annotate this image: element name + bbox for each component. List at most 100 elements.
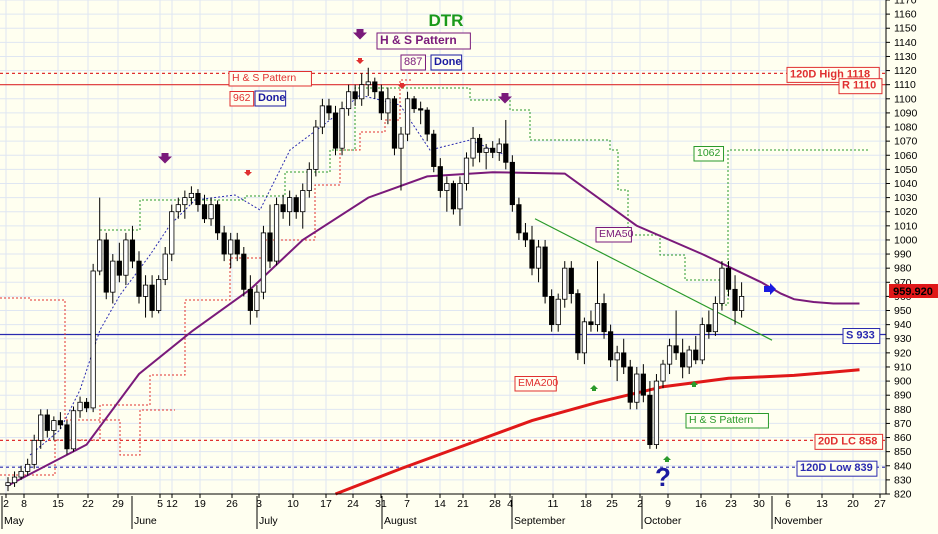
candle xyxy=(142,275,149,318)
candle xyxy=(280,194,286,219)
svg-text:962: 962 xyxy=(233,92,251,104)
candle xyxy=(673,310,679,360)
svg-text:H & S Pattern: H & S Pattern xyxy=(689,414,753,426)
candle xyxy=(614,345,620,382)
candle xyxy=(90,263,96,413)
candle xyxy=(221,225,227,262)
candle xyxy=(391,95,398,156)
candle xyxy=(693,335,699,365)
candle xyxy=(640,364,646,403)
month-label: October xyxy=(644,515,682,527)
candle xyxy=(97,197,103,276)
annotation-label: Done xyxy=(254,90,287,107)
x-tick-label: 2 xyxy=(3,498,9,510)
y-tick-label: 930 xyxy=(894,333,912,345)
candle xyxy=(162,247,168,286)
candle xyxy=(575,289,581,360)
y-tick-label: 1100 xyxy=(894,93,917,105)
y-tick-label: 1030 xyxy=(894,192,918,204)
candle xyxy=(490,141,496,159)
x-tick-label: 4 xyxy=(507,498,513,510)
candle xyxy=(326,98,332,120)
candle xyxy=(44,409,50,438)
candle xyxy=(594,261,601,332)
candle xyxy=(51,416,57,441)
candle xyxy=(634,366,640,410)
candle xyxy=(509,155,515,212)
svg-text:120D Low 839: 120D Low 839 xyxy=(800,462,873,474)
chart-title: DTR xyxy=(429,11,464,30)
candle xyxy=(404,91,411,142)
annotation-label: Done xyxy=(430,54,463,71)
candle xyxy=(339,101,345,156)
x-tick-label: 31 xyxy=(375,498,387,510)
x-tick-label: 27 xyxy=(874,498,886,510)
svg-text:Done: Done xyxy=(434,56,462,68)
candle xyxy=(431,129,437,173)
candle xyxy=(260,225,267,300)
candle xyxy=(647,381,653,449)
candle xyxy=(345,84,352,116)
arrow-down-icon xyxy=(158,153,172,164)
svg-text:959.920: 959.920 xyxy=(893,286,933,298)
candle xyxy=(627,359,633,410)
svg-text:R 1110: R 1110 xyxy=(842,80,876,92)
candle xyxy=(588,310,594,332)
month-label: September xyxy=(514,515,566,527)
candle xyxy=(739,282,745,318)
grid xyxy=(0,0,886,495)
candle xyxy=(201,194,208,224)
candle xyxy=(418,101,424,125)
annotation-label: H & S Pattern xyxy=(228,71,312,87)
question-mark: ? xyxy=(655,462,671,492)
candle xyxy=(542,239,548,304)
candle xyxy=(300,183,306,229)
candle xyxy=(398,127,404,191)
candle xyxy=(254,285,260,318)
candle xyxy=(332,105,339,156)
candles xyxy=(5,67,745,492)
candle xyxy=(228,232,234,269)
y-tick-label: 950 xyxy=(894,305,912,317)
candle xyxy=(555,293,561,332)
annotation-label: 887 xyxy=(400,54,426,71)
y-tick-label: 870 xyxy=(894,418,912,430)
candle xyxy=(156,275,162,314)
candle xyxy=(503,119,509,170)
candle xyxy=(470,127,476,167)
x-tick-label: 5 xyxy=(157,498,163,510)
candle xyxy=(581,317,588,365)
arrow-up-icon xyxy=(663,456,671,462)
candle xyxy=(77,396,83,418)
candle xyxy=(234,232,240,262)
y-tick-label: 1080 xyxy=(894,122,918,134)
candle xyxy=(463,152,470,191)
y-tick-label: 1050 xyxy=(894,164,918,176)
candle xyxy=(38,409,44,449)
annotation-label: EMA200 xyxy=(514,376,558,392)
y-tick-label: 900 xyxy=(894,376,912,388)
candle xyxy=(25,458,31,476)
candle xyxy=(273,197,280,266)
y-tick-label: 1130 xyxy=(894,51,917,63)
y-tick-label: 1110 xyxy=(894,79,916,91)
arrow-down-icon xyxy=(498,93,512,104)
level-label: R 1110 xyxy=(838,78,883,95)
candle xyxy=(319,98,326,135)
candle xyxy=(706,310,712,339)
candle xyxy=(372,77,378,99)
candle xyxy=(680,338,686,379)
markers xyxy=(158,29,776,462)
x-tick-label: 17 xyxy=(320,498,332,510)
candle xyxy=(57,412,64,430)
candle xyxy=(457,176,463,226)
arrow-down-icon xyxy=(353,29,367,40)
arrow-up-icon xyxy=(690,381,698,387)
y-tick-label: 1020 xyxy=(894,206,918,218)
candle xyxy=(660,359,666,389)
svg-text:H & S Pattern: H & S Pattern xyxy=(232,72,296,84)
month-label: May xyxy=(4,515,25,527)
candle xyxy=(103,232,109,300)
